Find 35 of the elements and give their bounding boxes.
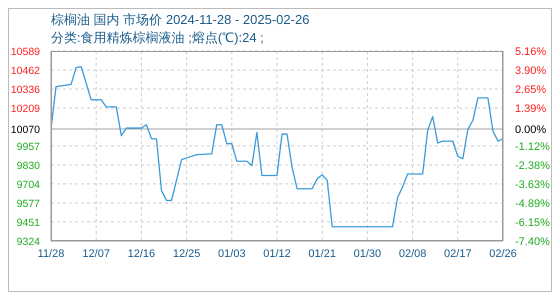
y-tick-label: 9830	[16, 160, 40, 172]
y2-tick-label: -4.89%	[515, 198, 550, 210]
y2-tick-label: 3.90%	[515, 65, 546, 78]
chart-title: 棕榈油 国内 市场价 2024-11-28 - 2025-02-26	[51, 11, 310, 29]
y-tick-label: 10462	[10, 65, 40, 78]
y-tick-label: 10589	[10, 46, 40, 58]
y2-tick-label: 0.00%	[515, 124, 546, 136]
y2-tick-label: -6.15%	[515, 217, 550, 230]
y-tick-label: 9704	[16, 178, 40, 191]
x-tick-label: 01/12	[263, 248, 291, 260]
y-tick-label: 10336	[10, 84, 40, 96]
x-tick-label: 12/25	[172, 248, 200, 260]
x-tick-label: 11/28	[38, 248, 64, 260]
x-tick-label: 12/16	[128, 248, 156, 260]
y2-tick-label: -3.63%	[515, 178, 550, 191]
x-tick-label: 01/03	[218, 248, 246, 260]
y2-tick-label: -1.12%	[515, 141, 550, 153]
x-tick-label: 02/17	[444, 248, 472, 260]
x-tick-label: 01/30	[354, 248, 382, 260]
y2-tick-label: 1.39%	[515, 103, 546, 116]
x-tick-label: 01/21	[308, 248, 336, 260]
y-tick-label: 9957	[16, 140, 40, 153]
chart-subtitle: 分类:食用精炼棕榈液油 ;熔点(℃):24 ;	[51, 29, 264, 47]
y-tick-label: 10209	[10, 103, 40, 116]
y2-tick-label: 5.16%	[515, 46, 546, 58]
y-tick-label: 9324	[16, 236, 40, 248]
y2-tick-label: -2.38%	[515, 160, 550, 172]
x-tick-label: 12/07	[82, 248, 110, 260]
y2-tick-label: 2.65%	[515, 84, 546, 96]
y2-tick-label: -7.40%	[515, 236, 550, 248]
y-tick-label: 10070	[10, 124, 40, 136]
x-tick-label: 02/26	[489, 248, 517, 260]
y-tick-label: 9451	[16, 216, 40, 229]
y-tick-label: 9577	[16, 198, 40, 210]
x-tick-label: 02/08	[398, 248, 426, 260]
